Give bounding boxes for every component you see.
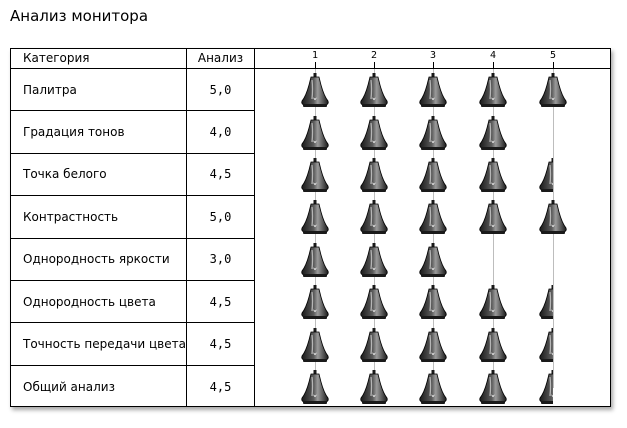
bell-icon [359,157,389,194]
table-row: Однородность цвета 4,5 [11,280,255,324]
bell-icon [418,115,448,152]
page-title: Анализ монитора [10,7,149,25]
rating-icons-row [255,111,610,153]
bell-icon [418,285,448,321]
bell-icon [538,200,568,236]
category-cell: Градация тонов [11,111,187,153]
bell-icon [538,327,553,364]
bell-icon [478,369,508,406]
bell-icon [418,327,448,364]
table-row: Общий анализ 4,5 [11,365,255,406]
category-cell: Контрастность [11,196,187,238]
scale-tick-mark [315,62,316,68]
score-cell: 4,5 [187,280,255,323]
bell-icon [418,200,448,236]
scale-tick-label: 2 [370,50,378,61]
bell-icon [418,369,448,406]
table-row: Точка белого 4,5 [11,153,255,197]
bell-icon [300,115,330,152]
scale-tick-label: 3 [429,50,437,61]
category-cell: Однородность яркости [11,238,187,280]
rating-icons-row [255,281,610,323]
score-cell: 4,5 [187,153,255,196]
bell-icon [359,327,389,364]
score-cell: 5,0 [187,69,255,111]
scale-tick-mark [433,62,434,68]
category-cell: Точка белого [11,153,187,196]
score-cell: 4,0 [187,111,255,153]
scale-tick-mark [374,62,375,68]
table-row: Палитра 5,0 [11,69,255,112]
category-cell: Точность передачи цвета [11,323,187,365]
bell-icon [359,369,389,406]
category-cell: Однородность цвета [11,280,187,323]
rating-icons-area [255,69,610,406]
bell-icon [478,115,508,152]
bell-icon [478,73,508,109]
score-cell: 4,5 [187,365,255,406]
rating-icons-row [255,366,610,406]
category-cell: Палитра [11,69,187,111]
bell-icon [300,369,330,406]
bell-icon [478,285,508,321]
bell-icon [300,242,330,279]
bell-icon [359,115,389,152]
bell-icon [300,73,330,109]
scale-tick-mark [553,62,554,68]
bell-icon [418,157,448,194]
bell-icon [359,200,389,236]
bell-icon [359,242,389,279]
category-cell: Общий анализ [11,365,187,406]
bell-icon [359,285,389,321]
bell-icon [300,327,330,364]
table-row: Точность передачи цвета 4,5 [11,323,255,366]
rating-icons-row [255,239,610,281]
header-category: Категория [11,49,187,68]
bell-icon [300,285,330,321]
scale-tick-label: 5 [549,50,557,61]
score-cell: 3,0 [187,238,255,280]
scale-tick-label: 4 [489,50,497,61]
bell-icon [538,285,553,321]
bell-icon [538,73,568,109]
score-cell: 5,0 [187,196,255,238]
table-body: Палитра 5,0 Градация тонов 4,0 Точка белого 4… [11,69,255,406]
bell-icon [538,157,553,194]
rating-icons-row [255,154,610,196]
bell-icon [359,73,389,109]
bell-icon [418,242,448,279]
bell-icon [300,157,330,194]
bell-icon [418,73,448,109]
bell-icon [478,200,508,236]
bell-icon [478,157,508,194]
table-row: Однородность яркости 3,0 [11,238,255,281]
table-row: Градация тонов 4,0 [11,111,255,154]
rating-icons-row [255,323,610,365]
bell-icon [300,200,330,236]
scale-tick-mark [493,62,494,68]
scale-tick-label: 1 [311,50,319,61]
bell-icon [478,327,508,364]
bell-icon [538,369,553,406]
rating-icons-row [255,69,610,111]
header-score: Анализ [187,49,255,68]
score-cell: 4,5 [187,323,255,365]
table-row: Контрастность 5,0 [11,196,255,239]
rating-icons-row [255,196,610,238]
table-header: Категория Анализ [11,49,610,69]
